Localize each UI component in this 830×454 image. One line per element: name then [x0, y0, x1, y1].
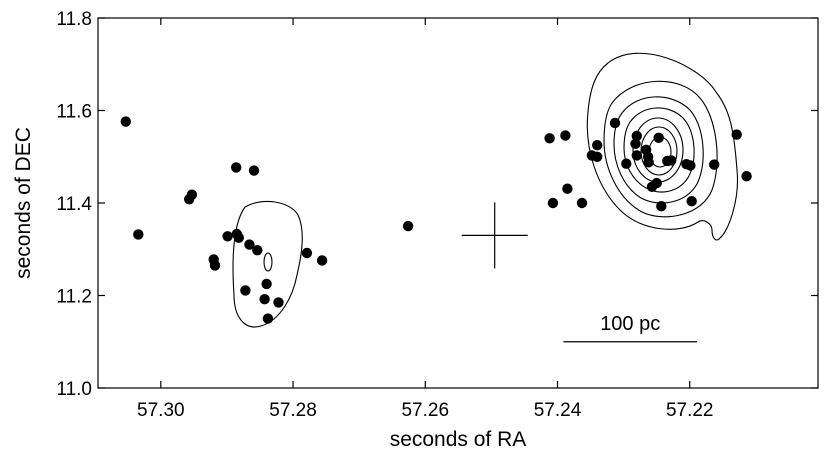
- data-point: [560, 130, 571, 141]
- y-tick-label: 11.2: [56, 287, 92, 308]
- data-point: [592, 151, 603, 162]
- data-points: [120, 116, 752, 324]
- data-point: [686, 196, 697, 207]
- plot-frame: [97, 17, 819, 389]
- data-point: [248, 165, 260, 176]
- data-point: [592, 140, 603, 151]
- data-point: [244, 239, 255, 250]
- y-tick-label: 11.8: [56, 9, 92, 30]
- data-point: [259, 294, 270, 305]
- x-tick-label: 57.22: [666, 400, 714, 421]
- data-point: [133, 229, 144, 240]
- data-point: [547, 197, 559, 209]
- x-axis-title: seconds of RA: [390, 428, 527, 451]
- data-point: [233, 232, 244, 243]
- data-point: [402, 220, 414, 232]
- data-point: [643, 157, 654, 168]
- scale-bar-label: 100 pc: [600, 313, 660, 335]
- data-point: [621, 158, 632, 169]
- data-point: [209, 260, 221, 271]
- x-tick-label: 57.24: [534, 400, 582, 421]
- data-point: [685, 160, 696, 171]
- data-point: [262, 313, 274, 324]
- data-point: [741, 171, 752, 182]
- data-point: [252, 245, 263, 256]
- contour-west-inner: [263, 252, 273, 272]
- data-point: [562, 183, 573, 194]
- contours-east: [586, 52, 739, 241]
- contour-east-3: [613, 96, 704, 204]
- data-point: [186, 189, 198, 200]
- x-tick-label: 57.26: [401, 400, 449, 421]
- data-point: [120, 116, 131, 127]
- x-axis: 57.30 57.28 57.26 57.24 57.22: [137, 18, 714, 421]
- data-point: [240, 285, 251, 296]
- data-point: [544, 133, 555, 144]
- contour-east-6: [640, 126, 678, 176]
- scale-bar: 100 pc: [563, 313, 698, 343]
- data-point: [651, 177, 662, 189]
- contour-east-4: [623, 107, 695, 193]
- data-point: [653, 132, 664, 143]
- data-point: [273, 297, 284, 308]
- data-point: [731, 129, 742, 140]
- data-point: [666, 155, 677, 166]
- data-point: [222, 231, 233, 242]
- contours-west: [232, 200, 303, 328]
- y-axis: 11.0 11.2 11.4 11.6 11.8: [56, 9, 818, 400]
- data-point: [709, 159, 720, 170]
- data-point: [316, 255, 328, 266]
- data-point: [231, 162, 242, 173]
- y-tick-label: 11.4: [56, 194, 92, 215]
- data-point: [631, 150, 642, 161]
- data-point: [576, 197, 588, 209]
- contour-west-outer: [232, 200, 303, 328]
- y-tick-label: 11.6: [56, 102, 92, 123]
- data-point: [609, 117, 621, 129]
- y-tick-label: 11.0: [56, 379, 92, 400]
- x-tick-label: 57.30: [137, 400, 185, 421]
- data-point: [261, 278, 272, 290]
- contour-east-2: [603, 80, 718, 218]
- data-point: [656, 201, 667, 212]
- x-tick-label: 57.28: [269, 400, 317, 421]
- data-point: [301, 247, 313, 259]
- y-axis-title: seconds of DEC: [12, 127, 35, 279]
- data-point: [630, 138, 641, 149]
- data-point: [631, 130, 642, 142]
- cross-marker: [461, 202, 528, 269]
